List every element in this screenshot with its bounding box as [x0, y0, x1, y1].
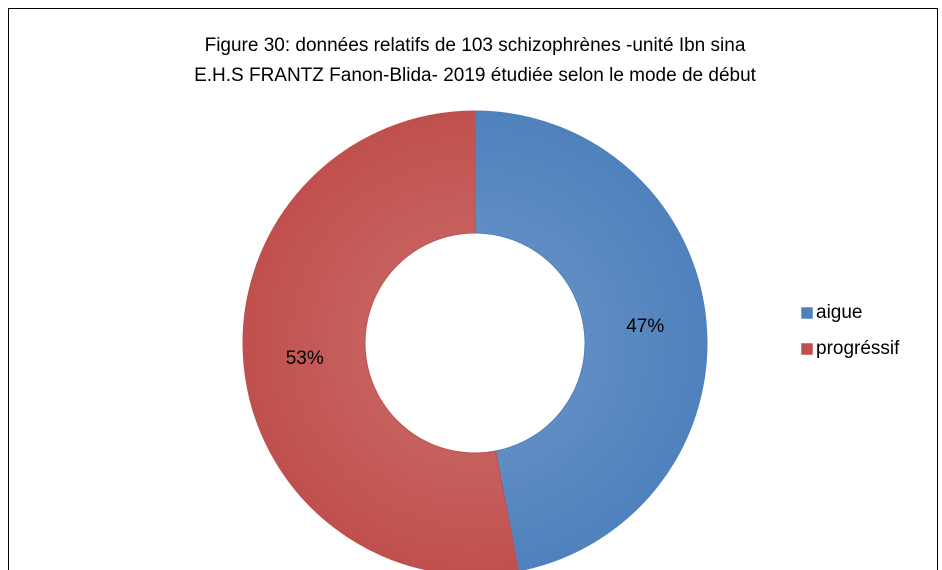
legend-swatch [800, 342, 814, 356]
donut-segment [474, 110, 708, 570]
data-label: 53% [286, 348, 324, 369]
donut-segment [242, 110, 519, 570]
chart-title: E.H.S FRANTZ Fanon-Blida- 2019 étudiée s… [194, 65, 757, 86]
legend-label: aigue [816, 302, 863, 323]
legend-label: progréssif [816, 338, 900, 359]
data-label: 47% [626, 316, 664, 337]
chart-title: Figure 30: données relatifs de 103 schiz… [205, 35, 746, 56]
legend-swatch [800, 306, 814, 320]
chart-border [8, 8, 938, 570]
